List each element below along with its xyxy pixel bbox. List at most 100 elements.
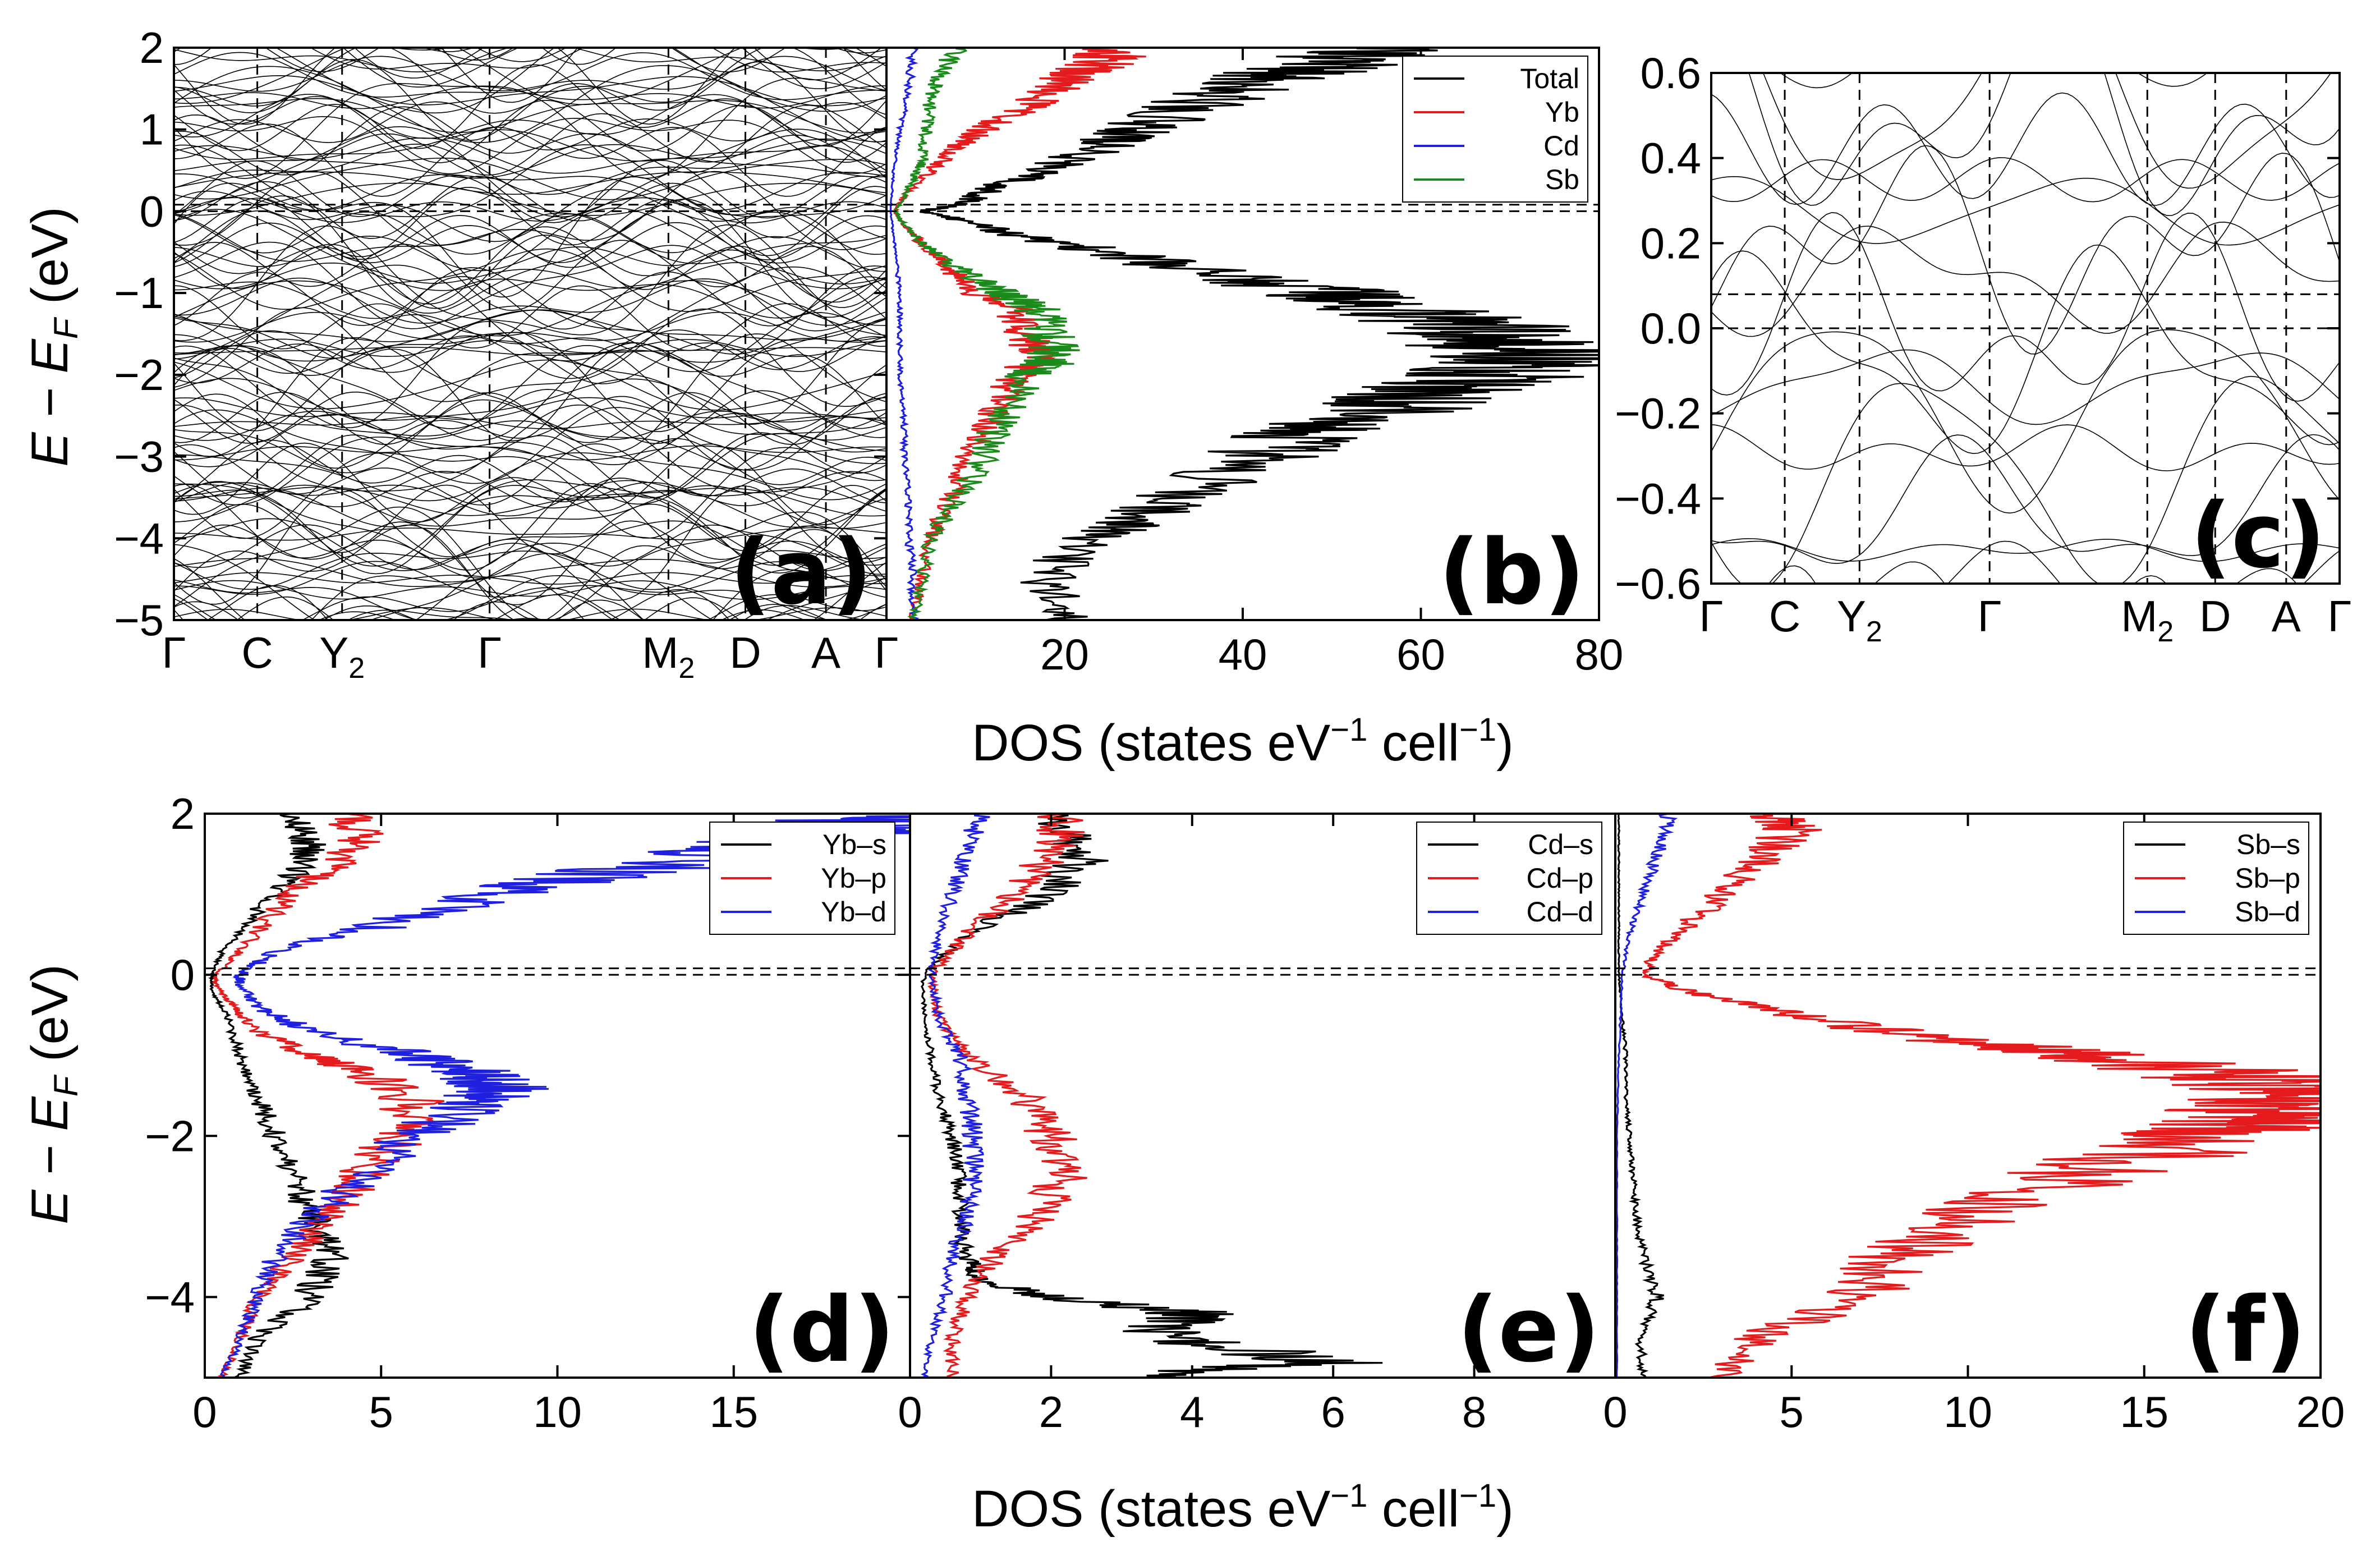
- band-line: [1711, 329, 2340, 514]
- band-line: [174, 412, 886, 467]
- kpoint-name: Γ: [875, 628, 899, 677]
- band-line: [174, 280, 886, 337]
- y-axis-title-top: E − EF (eV): [21, 207, 85, 467]
- band-line: [174, 333, 886, 457]
- kpoint-name: A: [811, 628, 840, 677]
- y-title-sub-top: F: [47, 316, 85, 339]
- band-line: [174, 484, 886, 529]
- dos-line-yb: [893, 48, 1146, 620]
- x-axis-title-top: DOS (states eV−1 cell−1): [972, 712, 1514, 772]
- band-line: [174, 471, 886, 509]
- x-tick-label: 0: [192, 1387, 217, 1437]
- band-line: [174, 345, 886, 431]
- x-title-b-exp2: −1: [1459, 1478, 1496, 1514]
- kpoint-name: Γ: [1978, 591, 2002, 641]
- band-line: [1711, 145, 2340, 355]
- kpoint-label: Γ: [1699, 591, 1724, 641]
- y-ticks-a: 2 1 0 −1 −2 −3 −4 −5: [114, 23, 886, 645]
- band-line: [174, 77, 886, 179]
- band-line: [174, 144, 886, 179]
- dos-line-cd-s: [920, 814, 1383, 1378]
- panel-label-b: (b): [1439, 520, 1585, 625]
- fermi-lines-e: [910, 967, 1615, 976]
- kpoint-label: M2: [642, 628, 695, 685]
- band-line: [174, 75, 886, 107]
- y-tick-label: 0.4: [1641, 134, 1701, 183]
- kpoint-name: Γ: [162, 628, 186, 677]
- x-title-mid: cell: [1367, 714, 1459, 772]
- x-axis-title-bottom: DOS (states eV−1 cell−1): [972, 1478, 1514, 1538]
- band-line: [206, 585, 730, 620]
- band-line: [174, 116, 886, 175]
- band-line: [174, 397, 886, 474]
- band-line: [174, 137, 886, 174]
- dos-series-b: [889, 48, 1599, 620]
- x-title-exp1: −1: [1330, 712, 1367, 748]
- band-line: [174, 113, 886, 176]
- x-title-end: ): [1496, 714, 1514, 772]
- band-line: [174, 484, 886, 555]
- band-line: [174, 85, 886, 109]
- kpoint-name: M: [642, 628, 678, 677]
- kpoint-name: C: [1769, 591, 1800, 641]
- band-line: [174, 569, 886, 620]
- fermi-lines-f: [1615, 967, 2321, 976]
- dos-line-yb-p: [211, 814, 445, 1378]
- kpoint-name: D: [729, 628, 761, 677]
- band-line: [1762, 73, 2332, 189]
- band-line: [174, 389, 886, 444]
- band-line: [174, 159, 886, 223]
- x-title-b-mid: cell: [1367, 1480, 1459, 1538]
- x-tick-label: 20: [1040, 630, 1089, 679]
- band-line: [174, 129, 886, 162]
- y-tick-label: 2: [171, 789, 195, 838]
- y-tick-label: 1: [140, 105, 164, 154]
- band-line: [174, 265, 886, 359]
- legend-f: Sb–sSb–pSb–d: [2123, 822, 2309, 935]
- kpoint-labels-c: Γ C Y2 Γ M2 D A Γ: [1699, 591, 2352, 648]
- legend-label: Cd–s: [1528, 829, 1593, 860]
- band-line: [174, 224, 886, 341]
- panel-label-e: (e): [1457, 1277, 1600, 1382]
- band-line: [174, 438, 886, 502]
- dos-series-d: [208, 814, 910, 1378]
- band-line: [174, 572, 886, 585]
- band-line: [174, 240, 886, 311]
- kpoint-name: M: [2121, 591, 2157, 641]
- band-line: [174, 333, 886, 384]
- kpoint-name: D: [2199, 591, 2231, 641]
- band-line: [1748, 73, 2340, 216]
- band-line: [275, 48, 886, 114]
- legend-label: Total: [1520, 63, 1579, 94]
- legend-label: Sb–p: [2235, 862, 2300, 894]
- y-tick-label: −3: [114, 432, 164, 481]
- band-line: [1711, 538, 2340, 562]
- y-tick-label: 0.2: [1641, 218, 1701, 268]
- band-line: [1768, 565, 2167, 584]
- x-tick-label: 15: [709, 1387, 758, 1437]
- y-axis-title-bottom: E − EF (eV): [21, 964, 85, 1224]
- band-line: [174, 312, 886, 374]
- band-line: [174, 447, 886, 539]
- band-line: [1711, 665, 2340, 693]
- band-line: [174, 241, 886, 332]
- x-tick-label: 60: [1396, 630, 1445, 679]
- panel-label-a: (a): [730, 520, 872, 625]
- legend-label: Yb: [1545, 97, 1579, 128]
- x-title-b: DOS (states eV: [972, 1480, 1330, 1538]
- band-line: [174, 442, 886, 525]
- y-tick-label: −2: [145, 1111, 195, 1160]
- band-line: [1711, 212, 2340, 402]
- band-line: [174, 561, 886, 598]
- band-line: [318, 609, 806, 620]
- band-line: [354, 48, 883, 81]
- dos-line-cd-p: [927, 814, 1087, 1378]
- kpoint-label: M2: [2121, 591, 2174, 648]
- band-line: [1711, 672, 2340, 732]
- band-line: [174, 580, 886, 600]
- kpoint-name: Γ: [477, 628, 502, 677]
- band-line: [174, 332, 886, 432]
- fermi-lines-c: [1711, 293, 2340, 329]
- band-line: [1711, 0, 2340, 70]
